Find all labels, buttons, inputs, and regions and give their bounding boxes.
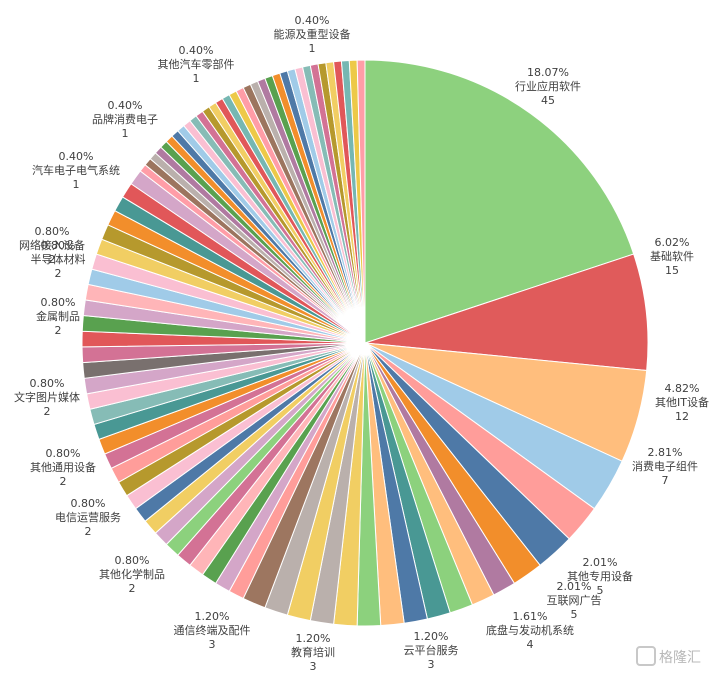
slice-category: 网络接入设备 <box>19 238 85 252</box>
slice-category: 文字图片媒体 <box>14 390 80 404</box>
slice-percent: 1.20% <box>414 630 449 643</box>
pie-slice <box>356 59 366 344</box>
slice-count: 4 <box>527 638 534 651</box>
slice-count: 2 <box>55 267 62 280</box>
slice-category: 消费电子组件 <box>632 459 698 473</box>
slice-count: 3 <box>428 658 435 671</box>
slice-category: 底盘与发动机系统 <box>486 623 574 637</box>
slice-percent: 0.80% <box>30 377 65 390</box>
slice-percent: 1.20% <box>296 632 331 645</box>
slice-category: 基础软件 <box>650 249 694 263</box>
slice-count: 2 <box>129 582 136 595</box>
slice-percent: 2.01% <box>583 556 618 569</box>
slice-category: 其他专用设备 <box>567 569 633 583</box>
slice-category: 其他汽车零部件 <box>158 57 235 71</box>
slice-count: 5 <box>597 584 604 597</box>
slice-percent: 2.81% <box>648 446 683 459</box>
slice-count: 1 <box>193 72 200 85</box>
slice-percent: 0.40% <box>108 99 143 112</box>
slice-percent: 0.80% <box>46 447 81 460</box>
slice-category: 其他IT设备 <box>655 395 709 409</box>
slice-percent: 0.40% <box>179 44 214 57</box>
slice-percent: 0.80% <box>71 497 106 510</box>
slice-count: 12 <box>675 410 689 423</box>
slice-category: 其他化学制品 <box>99 567 165 581</box>
slice-category: 汽车电子电气系统 <box>32 163 120 177</box>
slice-count: 3 <box>310 660 317 673</box>
slice-count: 2 <box>85 525 92 538</box>
watermark-text: 格隆汇 <box>659 650 701 666</box>
slice-percent: 0.80% <box>41 239 76 252</box>
slice-category: 云平台服务 <box>404 643 459 657</box>
slice-category: 行业应用软件 <box>515 79 581 93</box>
slice-count: 45 <box>541 94 555 107</box>
slice-count: 2 <box>60 475 67 488</box>
slice-percent: 0.40% <box>59 150 94 163</box>
slice-percent: 0.80% <box>115 554 150 567</box>
slice-category: 品牌消费电子 <box>92 112 158 126</box>
slice-percent: 1.61% <box>513 610 548 623</box>
slice-percent: 6.02% <box>655 236 690 249</box>
slice-percent: 2.01% <box>557 580 592 593</box>
slice-category: 其他通用设备 <box>30 460 96 474</box>
slice-category: 金属制品 <box>36 309 80 323</box>
slice-category: 能源及重型设备 <box>274 27 351 41</box>
slice-count: 7 <box>662 474 669 487</box>
slice-category: 半导体材料 <box>31 252 86 266</box>
watermark: 格隆汇 <box>636 646 701 667</box>
slice-count: 2 <box>49 253 56 266</box>
slice-category: 通信终端及配件 <box>174 623 251 637</box>
watermark-logo-icon <box>636 646 656 666</box>
slice-percent: 4.82% <box>665 382 700 395</box>
slice-count: 15 <box>665 264 679 277</box>
slice-category: 电信运营服务 <box>55 510 121 524</box>
slice-category: 互联网广告 <box>547 594 602 607</box>
slice-percent: 18.07% <box>527 66 569 79</box>
slice-percent: 0.80% <box>41 296 76 309</box>
slice-count: 5 <box>571 608 578 621</box>
slice-count: 2 <box>55 324 62 337</box>
slice-count: 1 <box>73 178 80 191</box>
slice-percent: 0.80% <box>35 225 70 238</box>
slice-count: 3 <box>209 638 216 651</box>
pie-slice <box>364 59 635 344</box>
slice-percent: 1.20% <box>195 610 230 623</box>
slice-count: 1 <box>122 127 129 140</box>
slice-count: 2 <box>44 405 51 418</box>
slice-category: 教育培训 <box>291 645 335 659</box>
slice-percent: 0.40% <box>295 14 330 27</box>
slice-count: 1 <box>309 42 316 55</box>
pie-slice <box>364 253 649 372</box>
